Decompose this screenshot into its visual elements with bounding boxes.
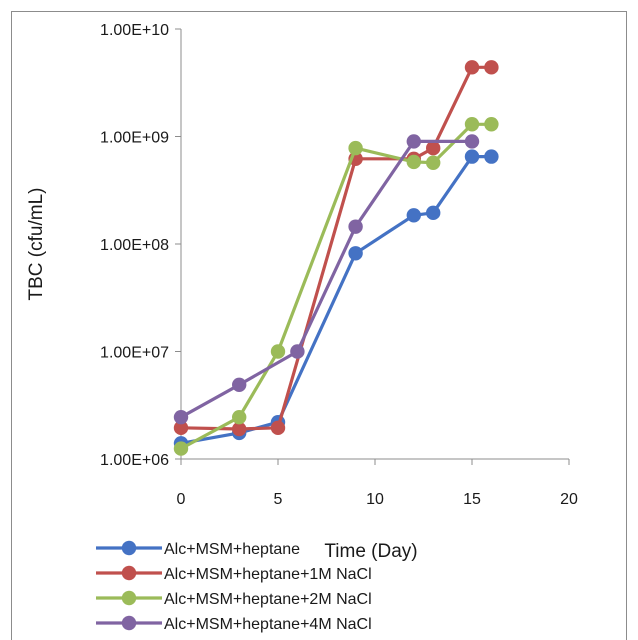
legend-marker: [121, 615, 137, 631]
data-point: [232, 421, 247, 437]
data-point: [348, 140, 363, 156]
data-point: [406, 208, 421, 223]
axis-ticks: [175, 28, 570, 465]
legend-item: Alc+MSM+heptane+1M NaCl: [96, 565, 372, 583]
series-line: [180, 139, 472, 419]
data-point: [232, 377, 247, 393]
y-tick-labels: 1.00E+06 1.00E+07 1.00E+08 1.00E+09 1.00E+10: [100, 22, 169, 469]
data-point: [270, 344, 286, 359]
series-3: [173, 117, 499, 456]
data-point: [406, 154, 421, 170]
chart-area-border: [11, 11, 627, 640]
x-tick-label: 15: [463, 491, 481, 508]
legend-label: Alc+MSM+heptane+2M NaCl: [164, 591, 372, 608]
y-tick-label: 1.00E+09: [100, 130, 169, 147]
data-point: [232, 409, 247, 425]
data-point: [270, 420, 286, 436]
legend-label: Alc+MSM+heptane+4M NaCl: [164, 616, 372, 633]
data-point: [484, 60, 499, 75]
y-tick-label: 1.00E+08: [100, 237, 169, 254]
plot-series: [173, 60, 499, 456]
data-point: [290, 344, 305, 359]
legend-item: Alc+MSM+heptane: [96, 540, 300, 558]
data-point: [406, 134, 421, 149]
legend-marker: [121, 540, 137, 556]
legend-marker: [121, 590, 137, 606]
x-tick-labels: 0 5 10 15 20: [177, 491, 578, 508]
series-4: [173, 134, 480, 425]
y-tick-label: 1.00E+06: [100, 452, 169, 469]
data-point: [173, 409, 189, 425]
y-tick-label: 1.00E+10: [100, 22, 169, 39]
data-point: [464, 117, 480, 132]
data-point: [464, 149, 480, 164]
x-tick-label: 20: [560, 491, 578, 508]
data-point: [173, 420, 189, 436]
legend-item: Alc+MSM+heptane+4M NaCl: [96, 615, 372, 633]
y-tick-label: 1.00E+07: [100, 345, 169, 362]
series-line: [180, 122, 492, 451]
data-point: [348, 219, 363, 234]
x-tick-label: 10: [366, 491, 384, 508]
legend-item: Alc+MSM+heptane+2M NaCl: [96, 590, 372, 608]
data-point: [426, 205, 441, 221]
legend-marker: [121, 565, 137, 581]
data-point: [484, 117, 499, 132]
data-point: [348, 246, 363, 261]
legend-label: Alc+MSM+heptane+1M NaCl: [164, 566, 372, 583]
data-point: [426, 155, 441, 170]
data-point: [484, 149, 499, 164]
x-axis-title: Time (Day): [324, 541, 417, 562]
x-tick-label: 0: [177, 491, 186, 508]
legend-label: Alc+MSM+heptane: [164, 541, 300, 558]
data-point: [464, 134, 480, 149]
data-point: [426, 140, 441, 156]
legend: Alc+MSM+heptane Alc+MSM+heptane+1M NaCl Al…: [96, 540, 372, 633]
data-point: [464, 60, 480, 75]
data-point: [173, 441, 189, 456]
x-tick-label: 5: [274, 491, 283, 508]
y-axis-title: TBC (cfu/mL): [26, 188, 47, 301]
axes: [175, 28, 570, 465]
